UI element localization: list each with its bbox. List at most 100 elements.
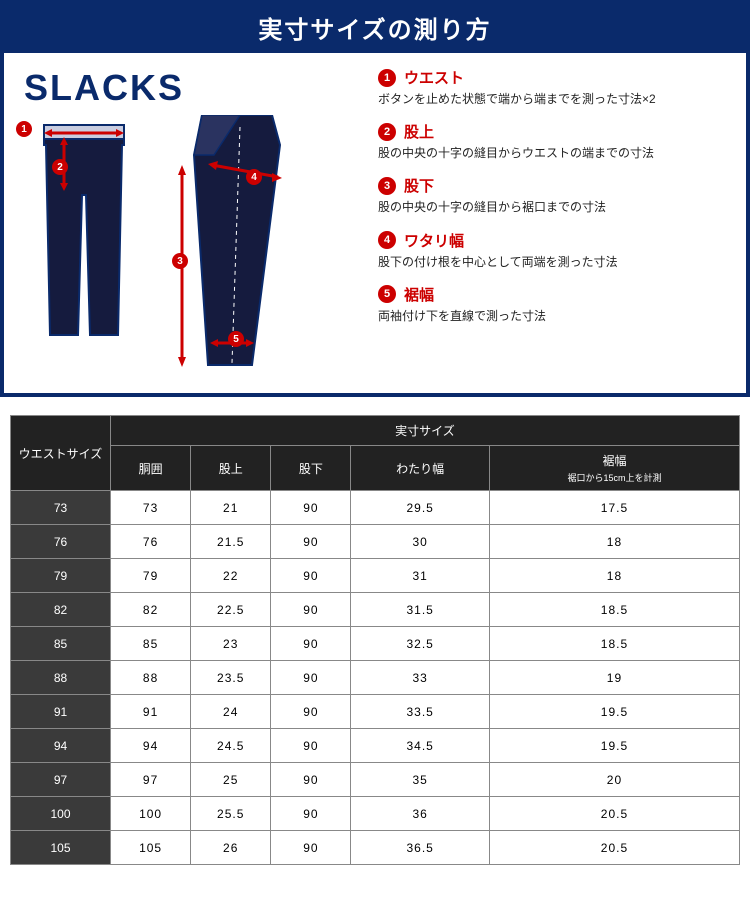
measure-item: 2 股上股の中央の十字の縫目からウエストの端までの寸法 [378,121,726,161]
measure-badge: 5 [378,285,396,303]
column-header: 裾幅裾口から15cm上を計測 [489,446,739,491]
table-body: 7373219029.517.5767621.59030187979229031… [11,491,740,865]
cell: 25 [191,763,271,797]
cell: 23.5 [191,661,271,695]
table-row: 105105269036.520.5 [11,831,740,865]
measure-name: 股上 [404,121,434,142]
cell: 90 [271,797,351,831]
diagram-badge-1: 1 [16,121,32,137]
cell: 33.5 [351,695,489,729]
guide-title: 実寸サイズの測り方 [4,4,746,53]
cell: 33 [351,661,489,695]
measure-item: 1ウエストボタンを止めた状態で端から端までを測った寸法×2 [378,67,726,107]
measurement-list: 1ウエストボタンを止めた状態で端から端までを測った寸法×22股上股の中央の十字の… [364,67,726,375]
cell: 20.5 [489,797,739,831]
pants-front-icon [24,115,144,345]
cell: 90 [271,831,351,865]
measure-desc: 股下の付け根を中心として両端を測った寸法 [378,254,726,270]
table-row: 797922903118 [11,559,740,593]
row-size: 91 [11,695,111,729]
table-row: 10010025.5903620.5 [11,797,740,831]
cell: 30 [351,525,489,559]
cell: 31.5 [351,593,489,627]
cell: 26 [191,831,271,865]
row-size: 85 [11,627,111,661]
diagram-badge-4: 4 [246,169,262,185]
row-size: 76 [11,525,111,559]
cell: 19.5 [489,695,739,729]
cell: 85 [111,627,191,661]
measurement-guide: 実寸サイズの測り方 SLACKS [0,0,750,397]
measure-item: 4 ワタリ幅股下の付け根を中心として両端を測った寸法 [378,230,726,270]
cell: 34.5 [351,729,489,763]
cell: 32.5 [351,627,489,661]
diagram-area: SLACKS [24,67,364,375]
table-row: 949424.59034.519.5 [11,729,740,763]
measure-badge: 2 [378,123,396,141]
cell: 90 [271,729,351,763]
measure-badge: 4 [378,231,396,249]
cell: 29.5 [351,491,489,525]
cell: 90 [271,627,351,661]
cell: 21.5 [191,525,271,559]
cell: 82 [111,593,191,627]
cell: 90 [271,593,351,627]
cell: 22 [191,559,271,593]
product-label: SLACKS [24,67,364,109]
measure-item: 3 股下股の中央の十字の縫目から裾口までの寸法 [378,175,726,215]
measure-name: ワタリ幅 [404,230,464,251]
row-size: 105 [11,831,111,865]
cell: 100 [111,797,191,831]
row-size: 79 [11,559,111,593]
measure-desc: 両袖付け下を直線で測った寸法 [378,308,726,324]
cell: 18 [489,559,739,593]
table-row: 979725903520 [11,763,740,797]
cell: 90 [271,525,351,559]
cell: 35 [351,763,489,797]
table-row: 767621.5903018 [11,525,740,559]
cell: 36.5 [351,831,489,865]
size-table: ウエストサイズ 実寸サイズ 胴囲股上股下わたり幅裾幅裾口から15cm上を計測 7… [10,415,740,865]
cell: 36 [351,797,489,831]
measure-name: 裾幅 [404,284,434,305]
diagram-badge-3: 3 [172,253,188,269]
cell: 90 [271,559,351,593]
cell: 94 [111,729,191,763]
measure-desc: 股の中央の十字の縫目から裾口までの寸法 [378,199,726,215]
measure-item: 5 裾幅両袖付け下を直線で測った寸法 [378,284,726,324]
cell: 91 [111,695,191,729]
column-header: わたり幅 [351,446,489,491]
cell: 23 [191,627,271,661]
measure-desc: 股の中央の十字の縫目からウエストの端までの寸法 [378,145,726,161]
measure-name: 股下 [404,175,434,196]
row-size: 97 [11,763,111,797]
guide-body: SLACKS [4,53,746,393]
group-header: 実寸サイズ [111,416,740,446]
measure-badge: 3 [378,177,396,195]
row-size: 82 [11,593,111,627]
pants-diagrams: 1 2 3 4 5 [24,115,364,375]
cell: 88 [111,661,191,695]
cell: 20 [489,763,739,797]
column-header: 胴囲 [111,446,191,491]
row-size: 73 [11,491,111,525]
row-size: 100 [11,797,111,831]
cell: 25.5 [191,797,271,831]
cell: 18.5 [489,593,739,627]
cell: 24.5 [191,729,271,763]
cell: 90 [271,695,351,729]
cell: 90 [271,491,351,525]
cell: 90 [271,661,351,695]
corner-header: ウエストサイズ [11,416,111,491]
cell: 19 [489,661,739,695]
cell: 97 [111,763,191,797]
cell: 73 [111,491,191,525]
cell: 20.5 [489,831,739,865]
cell: 18 [489,525,739,559]
cell: 31 [351,559,489,593]
measure-name: ウエスト [404,67,464,88]
table-header: ウエストサイズ 実寸サイズ 胴囲股上股下わたり幅裾幅裾口から15cm上を計測 [11,416,740,491]
cell: 18.5 [489,627,739,661]
row-size: 88 [11,661,111,695]
measure-badge: 1 [378,69,396,87]
